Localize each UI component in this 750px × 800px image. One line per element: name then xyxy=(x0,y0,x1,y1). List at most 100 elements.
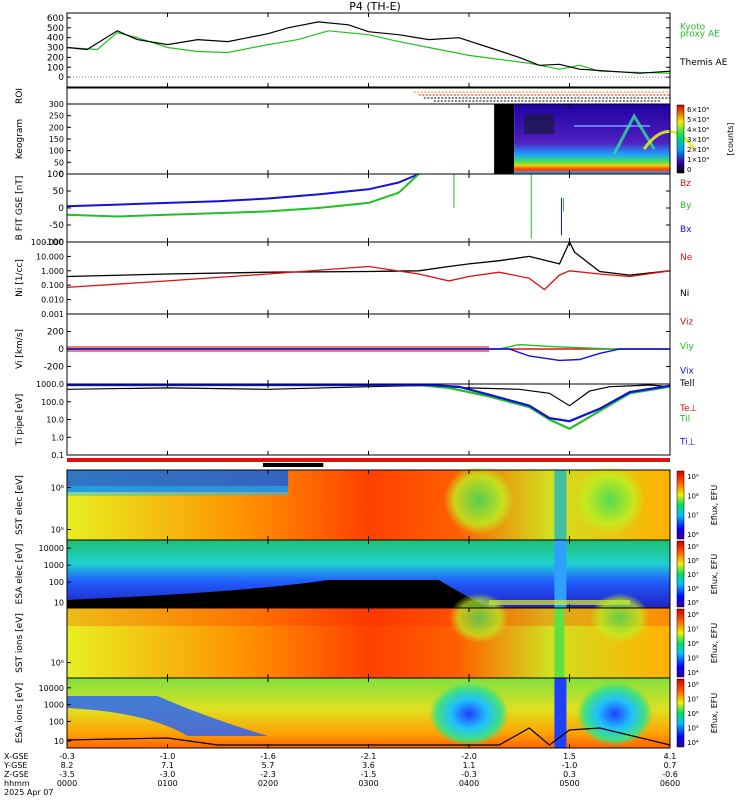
sst-ion-feature xyxy=(589,593,650,643)
bfield-ytick-label: 0 xyxy=(58,204,64,214)
orbit-row-value: 5.7 xyxy=(262,761,275,770)
ae-frame xyxy=(66,12,671,88)
density-legend-ni: Ni xyxy=(680,289,689,299)
esa_ion-ylabel: ESA ions [eV] xyxy=(15,683,25,744)
keogram-colorbar xyxy=(676,104,685,174)
mode-bar-black xyxy=(262,463,324,467)
esa_elec-colorbar xyxy=(676,540,685,608)
keogram-auroral-feature xyxy=(642,130,696,150)
esa_elec-colorbar-tick: 10⁹ xyxy=(687,543,699,551)
temperature-ytick-label: 100.0 xyxy=(41,398,64,407)
esa_ion-colorbar-tick: 10⁶ xyxy=(687,710,699,718)
esa_ion-frame xyxy=(66,677,671,749)
temperature-legend-tell: Tell xyxy=(679,379,695,389)
sst_ion-colorbar-tick: 10⁶ xyxy=(687,640,699,648)
keogram-ytick-label: 250 xyxy=(49,112,64,121)
bfield-ytick-label: -100 xyxy=(44,238,65,248)
roi-ylabel: ROI xyxy=(15,88,25,104)
ae-legend-kyoto: Kyoto xyxy=(680,22,706,32)
temperature-ytick-label: 1000.0 xyxy=(36,380,64,389)
orbit-row-label: Z-GSE xyxy=(4,770,29,779)
orbit-row-value: 1.5 xyxy=(563,752,576,761)
orbit-row-value: -0.3 xyxy=(59,752,75,761)
temperature-series-tell xyxy=(66,384,671,407)
sst_ion-colorbar-tick: 10⁴ xyxy=(687,669,699,677)
keogram-auroral-feature xyxy=(612,112,656,155)
orbit-row-value: -3.0 xyxy=(160,770,176,779)
esa-ion-feature xyxy=(429,682,509,746)
esa_elec-ytick-label: 10 xyxy=(54,599,64,608)
bfield-ytick-label: 100 xyxy=(47,170,64,180)
keogram-colorbar-tick: 0 xyxy=(687,166,691,174)
density-ytick-label: 0.010 xyxy=(41,296,64,305)
density-ytick-label: 0.001 xyxy=(41,310,64,319)
esa-elec-dark-region xyxy=(67,580,490,608)
sst-elec-dip xyxy=(554,470,567,540)
temperature-legend-til: Til xyxy=(679,415,690,425)
orbit-row-value: -2.3 xyxy=(260,770,276,779)
esa_elec-colorbar-label: Eflux, EFU xyxy=(710,554,719,595)
temperature-frame xyxy=(66,383,671,456)
esa_ion-colorbar-tick: 10⁵ xyxy=(687,725,699,733)
orbit-row-value: 0400 xyxy=(459,779,479,788)
bfield-ylabel: B FIT GSE [nT] xyxy=(15,176,25,241)
orbit-row-value: -2.0 xyxy=(461,752,477,761)
plot-title: P4 (TH-E) xyxy=(349,0,401,13)
sst_elec-colorbar-tick: 10⁷ xyxy=(687,512,699,520)
keogram-ytick-label: 200 xyxy=(49,123,64,132)
keogram-dark-patch xyxy=(524,114,555,134)
ae-legend-themisae: Themis AE xyxy=(679,58,728,68)
bfield-ytick-label: -50 xyxy=(49,221,64,231)
orbit-row-label: hhmm xyxy=(4,779,30,788)
esa-elec-low-band xyxy=(489,600,630,605)
temperature-ytick-label: 10.0 xyxy=(46,416,64,425)
esa_ion-colorbar-label: Eflux, EFU xyxy=(710,693,719,734)
temperature-ytick-label: 1.0 xyxy=(51,433,64,442)
density-legend-ne: Ne xyxy=(680,253,693,263)
density-series-ne xyxy=(66,265,671,291)
temperature-series-til xyxy=(67,383,671,431)
bfield-series-by xyxy=(66,173,420,218)
orbit-row-value: 0500 xyxy=(559,779,579,788)
ae-legend-proxyae: proxy AE xyxy=(680,30,720,40)
sst-ion-feature xyxy=(449,593,510,643)
orbit-row-value: -1.0 xyxy=(562,761,578,770)
esa_elec-colorbar-tick: 10⁶ xyxy=(687,585,699,593)
esa_elec-colorbar-tick: 10⁷ xyxy=(687,571,699,579)
orbit-row-value: 0.7 xyxy=(664,761,677,770)
bfield-frame xyxy=(66,173,671,243)
keogram-ytick-label: 0 xyxy=(59,170,64,179)
density-ytick-label: 100.000 xyxy=(31,238,64,247)
orbit-row-value: -3.5 xyxy=(59,770,75,779)
ae-ytick-label: 0 xyxy=(58,73,64,83)
sst_ion-ytick-label: 10⁵ xyxy=(51,659,64,668)
esa_elec-colorbar-tick: 10⁵ xyxy=(687,599,699,607)
sst_elec-colorbar xyxy=(676,470,685,540)
temperature-legend-te: Te⊥ xyxy=(679,404,698,414)
esa-ion-boundary-line xyxy=(66,727,671,746)
sst-ion-spectrogram xyxy=(67,608,670,678)
velocity-ytick-label: 200 xyxy=(47,328,64,338)
orbit-row-value: 0.3 xyxy=(563,770,576,779)
keogram-colorbar-tick: 5×10⁴ xyxy=(687,116,709,124)
sst_ion-colorbar-tick: 10⁵ xyxy=(687,655,699,663)
keogram-ytick-label: 50 xyxy=(54,158,64,167)
orbit-row-value: 3.6 xyxy=(362,761,375,770)
orbit-row-value: 4.1 xyxy=(664,752,677,761)
esa_ion-ytick-label: 10 xyxy=(54,737,64,746)
esa_elec-ylabel: ESA elec [eV] xyxy=(15,544,25,605)
velocity-ytick-label: 0 xyxy=(58,345,64,355)
velocity-ylabel: Vi [km/s] xyxy=(15,329,25,369)
orbit-row-label: Y-GSE xyxy=(3,761,27,770)
sst_elec-ytick-label: 10⁶ xyxy=(51,484,64,493)
sst-elec-feature xyxy=(574,465,645,535)
date-label: 2025 Apr 07 xyxy=(4,788,53,797)
sst-ion-dip xyxy=(554,608,565,678)
keogram-colorbar-label: [counts] xyxy=(726,123,735,156)
velocity-legend-viy: Viy xyxy=(680,342,694,352)
bfield-series-bx xyxy=(66,173,420,208)
orbit-row-value: -2.1 xyxy=(361,752,377,761)
orbit-row-value: -0.3 xyxy=(461,770,477,779)
orbit-row-value: 0000 xyxy=(57,779,77,788)
keogram-colorbar-tick: 2×10⁴ xyxy=(687,146,709,154)
